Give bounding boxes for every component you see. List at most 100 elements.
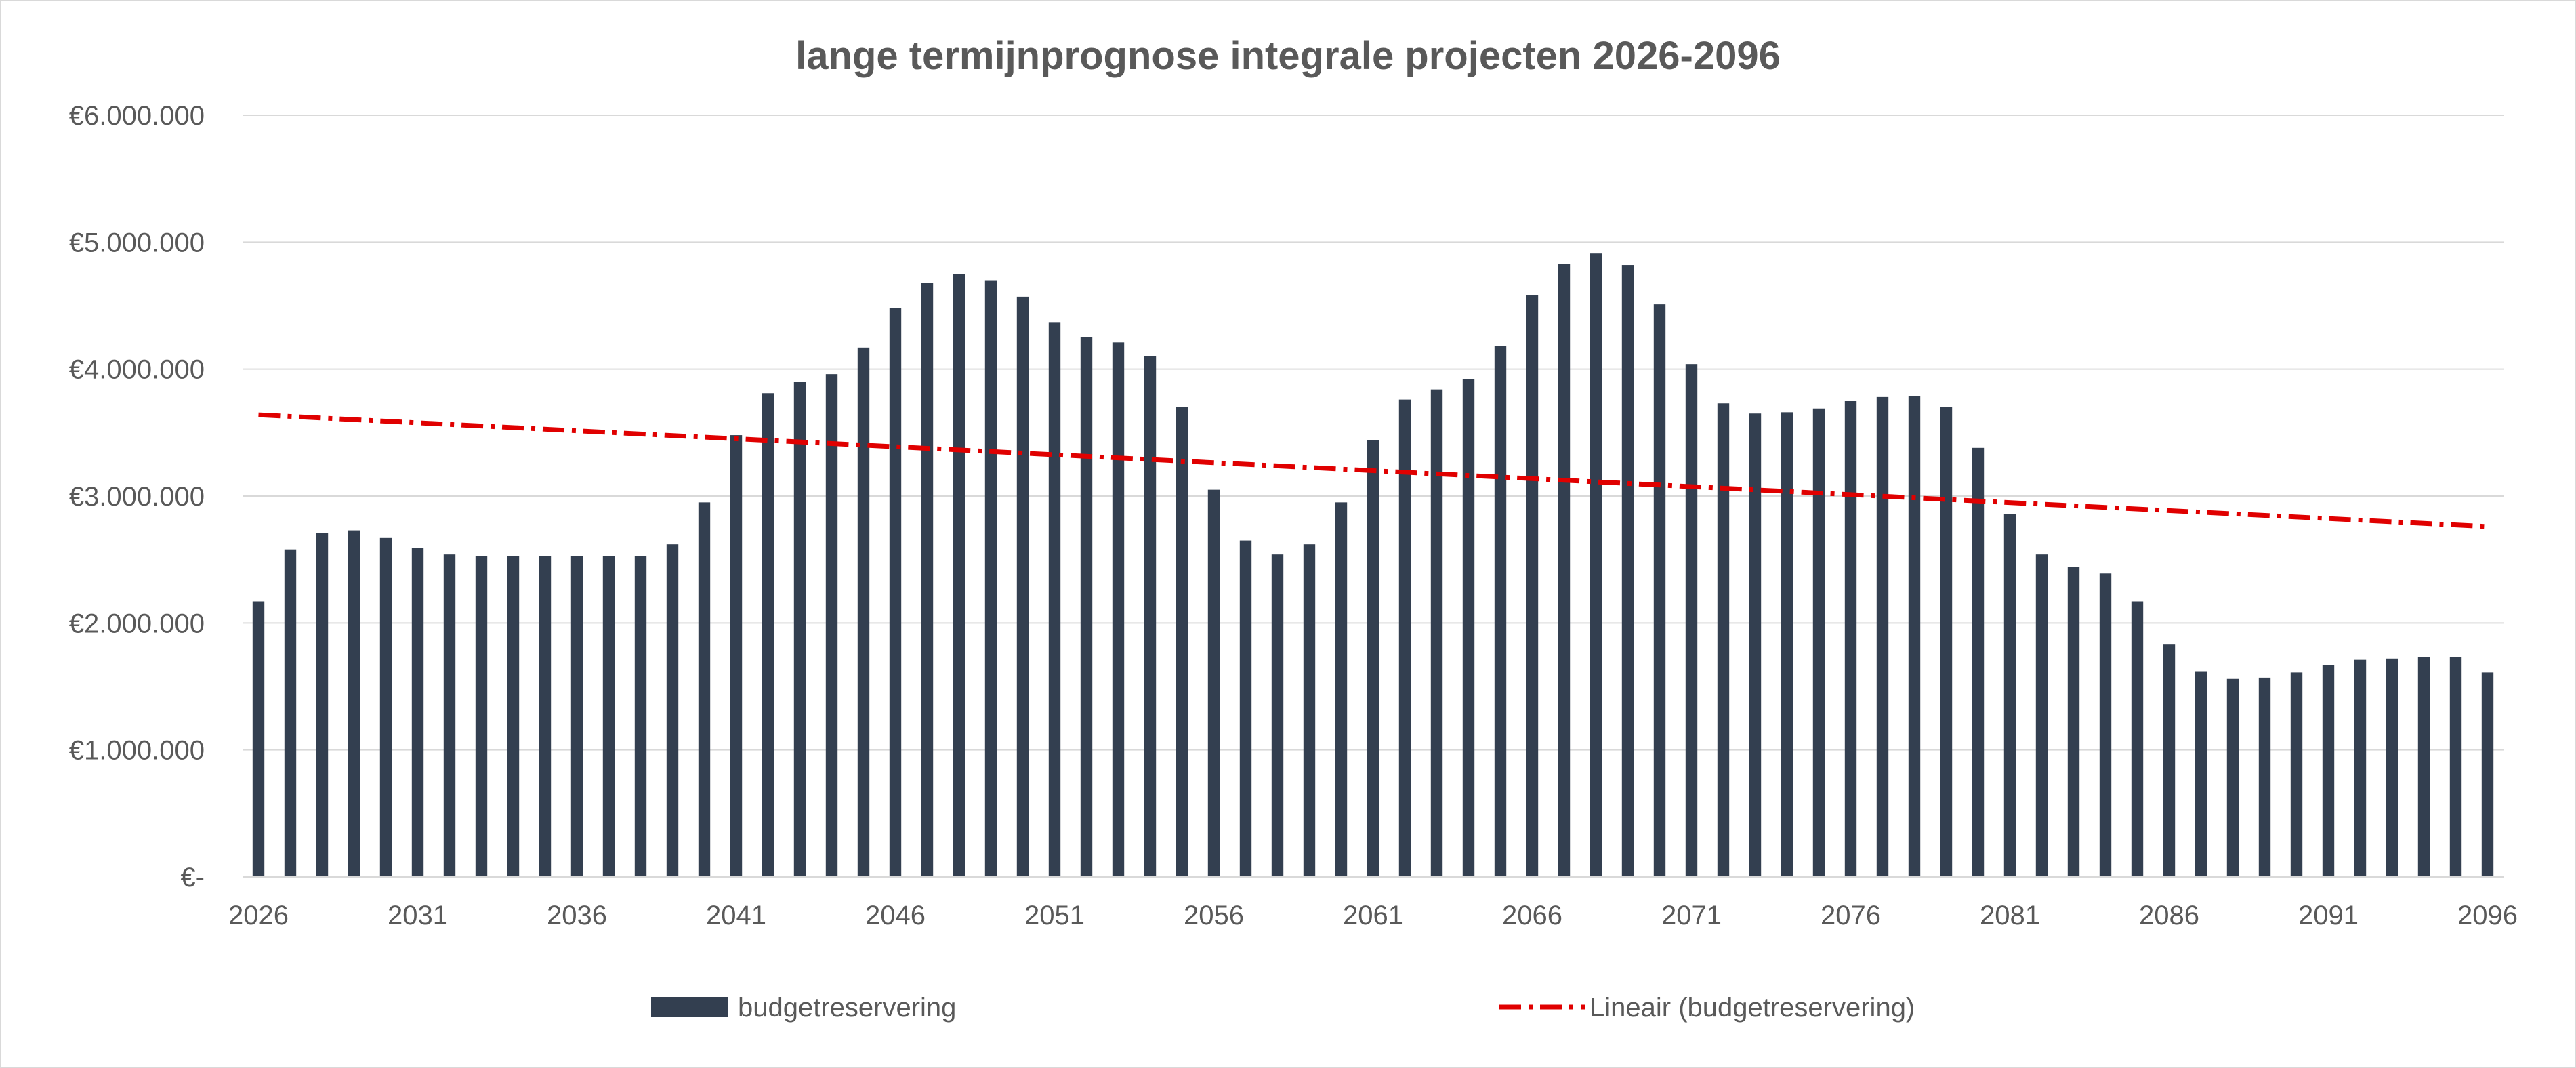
legend-label-trendline: Lineair (budgetreservering) <box>1590 993 1915 1023</box>
y-tick-label: €- <box>180 863 205 892</box>
bar <box>1876 396 1889 877</box>
bar <box>1239 540 1252 877</box>
bar <box>889 308 902 877</box>
x-tick-label: 2091 <box>2298 901 2359 930</box>
y-tick-label: €6.000.000 <box>69 101 205 131</box>
x-tick-label: 2036 <box>547 901 607 930</box>
bar <box>570 556 583 877</box>
legend-label-budgetreservering: budgetreservering <box>738 993 956 1023</box>
bar <box>1080 337 1093 877</box>
bar <box>1112 342 1125 877</box>
x-tick-label: 2051 <box>1024 901 1085 930</box>
bar <box>1430 389 1443 877</box>
bar <box>1621 265 1634 877</box>
bar <box>1207 489 1220 877</box>
bar <box>953 274 965 878</box>
bar <box>2131 601 2144 877</box>
x-tick-label: 2086 <box>2139 901 2199 930</box>
x-tick-label: 2061 <box>1343 901 1403 930</box>
bar <box>316 533 329 877</box>
bar <box>1176 407 1188 877</box>
gridlines <box>243 115 2504 751</box>
bar <box>698 502 711 877</box>
y-tick-label: €2.000.000 <box>69 609 205 638</box>
bar <box>1940 407 1953 877</box>
bar <box>252 601 265 877</box>
bar <box>348 530 360 877</box>
bar <box>1844 400 1857 877</box>
bar <box>539 556 552 877</box>
bar <box>634 556 647 877</box>
bar <box>284 549 297 877</box>
bar <box>762 393 774 877</box>
bar <box>602 556 615 877</box>
bar <box>793 382 806 877</box>
bar <box>2258 677 2271 877</box>
y-tick-label: €1.000.000 <box>69 736 205 766</box>
bars <box>252 253 2494 878</box>
bar <box>2099 573 2112 877</box>
bar <box>2449 657 2462 877</box>
bar <box>1526 295 1539 878</box>
bar <box>443 554 456 877</box>
bar <box>1812 408 1825 877</box>
bar <box>1016 296 1029 877</box>
bar <box>730 435 743 877</box>
x-tick-label: 2066 <box>1502 901 1562 930</box>
bar <box>1144 356 1157 877</box>
bar <box>921 283 934 877</box>
trendline <box>258 412 2488 529</box>
bar <box>2322 665 2335 877</box>
bar <box>2067 567 2080 877</box>
bar <box>475 556 488 877</box>
bar <box>1590 253 1602 877</box>
bar <box>2354 659 2367 877</box>
bar <box>2003 514 2016 877</box>
bar <box>2481 672 2494 877</box>
bar <box>507 556 520 877</box>
x-tick-label: 2056 <box>1184 901 1244 930</box>
legend: budgetreservering Lineair (budgetreserve… <box>651 993 1915 1023</box>
bar <box>1271 554 1284 877</box>
y-tick-label: €4.000.000 <box>69 355 205 385</box>
x-tick-label: 2046 <box>865 901 926 930</box>
bar <box>1462 379 1475 877</box>
bar <box>666 544 679 877</box>
bar <box>379 537 392 877</box>
bar <box>2417 657 2430 877</box>
x-axis-ticks: 2026 2031 2036 2041 2046 2051 2056 2061 2066 2071… <box>228 901 2518 930</box>
bar <box>1494 346 1507 877</box>
x-tick-label: 2081 <box>1980 901 2040 930</box>
bar <box>2163 644 2176 877</box>
bar <box>1048 322 1061 877</box>
bar <box>1749 413 1762 877</box>
trendline-line <box>258 412 2488 529</box>
x-tick-label: 2096 <box>2457 901 2518 930</box>
x-tick-label: 2031 <box>388 901 448 930</box>
bar <box>1972 447 1985 877</box>
y-axis-ticks: €- €1.000.000 €2.000.000 €3.000.000 €4.000.0… <box>69 101 205 892</box>
bar <box>2195 671 2207 877</box>
x-tick-label: 2041 <box>706 901 766 930</box>
bar <box>1781 412 1793 877</box>
chart-title: lange termijnprognose integrale projecte… <box>795 34 1781 78</box>
bar <box>1335 502 1348 877</box>
bar <box>2035 554 2048 877</box>
bar <box>1908 396 1921 877</box>
bar <box>2386 658 2398 877</box>
bar <box>1367 440 1379 877</box>
bar <box>1398 399 1411 877</box>
bar <box>857 347 870 877</box>
bar <box>1303 544 1316 877</box>
bar <box>1558 264 1571 877</box>
bar <box>1653 304 1666 877</box>
y-tick-label: €5.000.000 <box>69 228 205 258</box>
legend-swatch-budgetreservering <box>651 997 728 1017</box>
x-tick-label: 2076 <box>1821 901 1881 930</box>
y-tick-label: €3.000.000 <box>69 482 205 512</box>
x-tick-label: 2026 <box>228 901 289 930</box>
bar <box>825 374 838 877</box>
bar <box>2290 672 2303 877</box>
